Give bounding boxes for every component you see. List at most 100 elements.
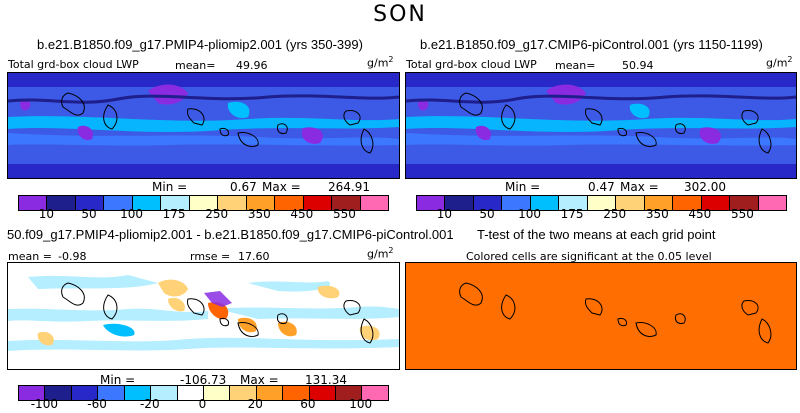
colorbar-swatch <box>47 196 76 210</box>
panel1-colorbar <box>18 195 389 211</box>
panel1-map <box>7 72 400 179</box>
colorbar-tick-label: 175 <box>162 207 186 221</box>
colorbar-swatch <box>218 196 247 210</box>
colorbar-swatch <box>303 196 333 210</box>
colorbar-swatch <box>616 196 645 210</box>
colorbar-swatch <box>230 386 257 400</box>
colorbar-swatch <box>473 196 503 210</box>
colorbar-tick-label: 550 <box>730 207 754 221</box>
colorbar-swatch <box>336 386 363 400</box>
colorbar-tick-label: 100 <box>518 207 541 221</box>
panel1-unit: g/m2 <box>367 55 394 70</box>
colorbar-swatch <box>362 386 388 400</box>
panel2-max-value: 302.00 <box>684 180 726 194</box>
colorbar-swatch <box>530 196 560 210</box>
panel1-variable: Total grd-box cloud LWP <box>8 58 139 71</box>
panel2-max-label: Max = <box>620 180 659 194</box>
colorbar-tick-label: 50 <box>81 207 97 221</box>
panel2-mean-value: 50.94 <box>622 59 654 72</box>
colorbar-tick-label: 100 <box>349 397 373 411</box>
colorbar-swatch <box>203 386 231 400</box>
colorbar-swatch <box>19 386 46 400</box>
colorbar-swatch <box>132 196 162 210</box>
colorbar-tick-label: 10 <box>436 207 453 221</box>
colorbar-tick-label: 20 <box>247 397 263 411</box>
panel3-min-label: Min = <box>100 373 136 387</box>
panel3-title: 50.f09_g17.PMIP4-pliomip2.001 - b.e21.B1… <box>7 227 454 242</box>
panel4-subtitle: Colored cells are significant at the 0.0… <box>466 250 712 263</box>
panel1-min-value: 0.67 <box>230 180 257 194</box>
panel2-min-value: 0.47 <box>588 180 615 194</box>
panel3-min-value: -106.73 <box>180 373 227 387</box>
panel2-map <box>405 72 797 179</box>
panel3-max-value: 131.34 <box>305 373 347 387</box>
colorbar-swatch <box>309 386 337 400</box>
colorbar-swatch <box>19 196 48 210</box>
panel2-colorbar <box>416 195 787 211</box>
colorbar-swatch <box>98 386 125 400</box>
colorbar-swatch <box>189 196 219 210</box>
panel2-title: b.e21.B1850.f09_g17.CMIP6-piControl.001 … <box>420 37 763 52</box>
colorbar-swatch <box>71 386 99 400</box>
colorbar-swatch <box>644 196 674 210</box>
season-title: SON <box>373 2 427 27</box>
colorbar-tick-label: 350 <box>247 207 271 221</box>
colorbar-tick-label: 450 <box>688 207 712 221</box>
panel1-min-label: Min = <box>152 180 188 194</box>
colorbar-swatch <box>417 196 446 210</box>
colorbar-swatch <box>445 196 474 210</box>
colorbar-swatch <box>730 196 759 210</box>
panel4-map-svg <box>406 263 796 369</box>
colorbar-tick-label: 250 <box>603 207 627 221</box>
panel1-mean-label: mean= <box>175 59 216 72</box>
panel1-title: b.e21.B1850.f09_g17.PMIP4-pliomip2.001 (… <box>37 37 363 52</box>
colorbar-swatch <box>104 196 133 210</box>
colorbar-tick-label: 350 <box>645 207 669 221</box>
panel1-colorbar-ticks: 10 50 100 175 250 350 450 550 <box>18 207 387 223</box>
panel1-mean-value: 49.96 <box>236 59 268 72</box>
colorbar-tick-label: 0 <box>198 397 207 411</box>
panel3-unit: g/m2 <box>367 246 394 261</box>
panel3-mean-value: -0.98 <box>58 250 87 263</box>
colorbar-swatch <box>360 196 389 210</box>
colorbar-swatch <box>161 196 190 210</box>
panel1-map-svg <box>8 73 399 178</box>
panel4-map <box>405 262 797 370</box>
colorbar-tick-label: 10 <box>38 207 55 221</box>
colorbar-swatch <box>283 386 310 400</box>
panel2-variable: Total grd-box cloud LWP <box>406 58 537 71</box>
colorbar-swatch <box>275 196 304 210</box>
panel2-colorbar-ticks: 10 50 100 175 250 350 450 550 <box>416 207 785 223</box>
panel3-rmse-label: rmse = <box>190 250 231 263</box>
colorbar-tick-label: 550 <box>332 207 356 221</box>
colorbar-swatch <box>246 196 276 210</box>
panel3-map-svg <box>8 263 399 369</box>
colorbar-swatch <box>45 386 72 400</box>
colorbar-tick-label: 450 <box>290 207 314 221</box>
colorbar-tick-label: 60 <box>300 397 316 411</box>
panel3-rmse-value: 17.60 <box>238 250 270 263</box>
colorbar-tick-label: -100 <box>30 397 58 411</box>
colorbar-swatch <box>124 386 152 400</box>
colorbar-swatch <box>673 196 702 210</box>
colorbar-tick-label: 175 <box>560 207 584 221</box>
panel1-max-value: 264.91 <box>328 180 370 194</box>
colorbar-swatch <box>587 196 617 210</box>
panel4-title: T-test of the two means at each grid poi… <box>477 227 716 242</box>
colorbar-swatch <box>701 196 731 210</box>
panel3-mean-label: mean = <box>8 250 52 263</box>
colorbar-swatch <box>75 196 105 210</box>
colorbar-tick-label: -60 <box>87 397 107 411</box>
colorbar-tick-label: 50 <box>479 207 495 221</box>
panel3-colorbar <box>18 385 389 401</box>
panel2-map-svg <box>406 73 796 178</box>
panel3-max-label: Max = <box>240 373 279 387</box>
panel2-min-label: Min = <box>505 180 541 194</box>
panel1-max-label: Max = <box>262 180 301 194</box>
colorbar-tick-label: -20 <box>139 397 160 411</box>
colorbar-tick-label: 100 <box>120 207 143 221</box>
panel3-map <box>7 262 400 370</box>
colorbar-swatch <box>256 386 284 400</box>
colorbar-swatch <box>559 196 588 210</box>
panel2-mean-label: mean= <box>555 59 596 72</box>
